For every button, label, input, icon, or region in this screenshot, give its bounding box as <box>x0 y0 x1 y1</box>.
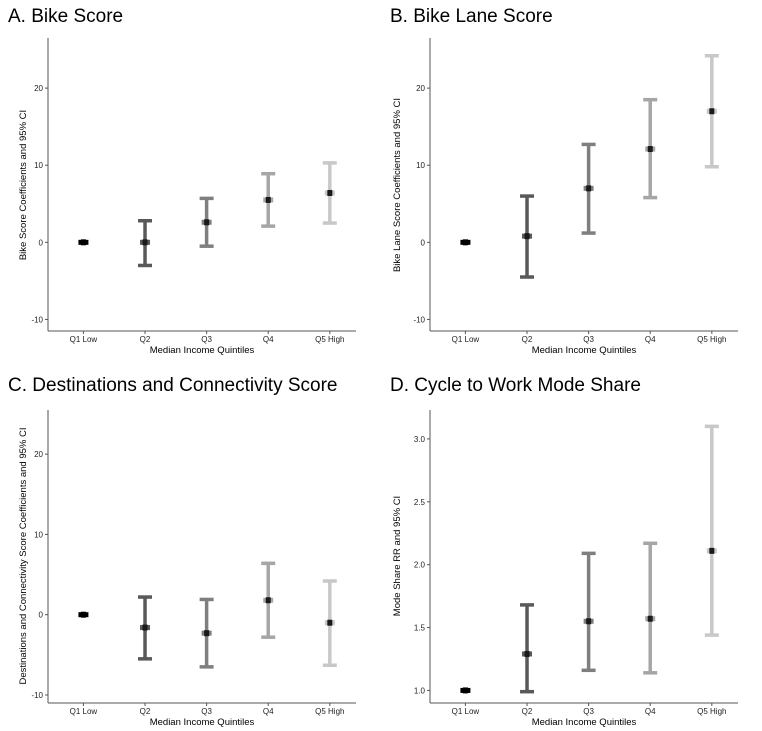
x-tick-label: Q2 <box>140 335 151 344</box>
point-estimate <box>647 615 653 622</box>
x-tick-label: Q4 <box>645 707 656 716</box>
y-tick-label: -10 <box>31 691 43 700</box>
point-estimate <box>265 597 271 604</box>
point-estimate <box>327 619 333 626</box>
y-tick-label: 10 <box>416 161 425 170</box>
x-tick-label: Q4 <box>263 335 274 344</box>
y-tick-label: 20 <box>34 450 43 459</box>
point-estimate <box>142 239 148 246</box>
point-estimate <box>586 185 592 192</box>
x-axis-label: Median Income Quintiles <box>150 717 255 728</box>
x-tick-label: Q3 <box>583 707 594 716</box>
x-tick-label: Q5 High <box>697 707 726 716</box>
point-estimate <box>709 108 715 115</box>
x-tick-label: Q5 High <box>315 707 344 716</box>
y-tick-label: 0 <box>421 238 426 247</box>
point-estimate <box>142 624 148 631</box>
chart-title: D. Cycle to Work Mode Share <box>390 375 641 396</box>
y-axis-label: Bike Lane Score Coefficients and 95% CI <box>392 98 403 272</box>
x-tick-label: Q3 <box>201 707 212 716</box>
y-tick-label: 1.5 <box>414 624 426 633</box>
x-tick-label: Q3 <box>583 335 594 344</box>
point-estimate <box>462 239 468 246</box>
chart-title: C. Destinations and Connectivity Score <box>8 375 338 396</box>
point-estimate <box>265 196 271 203</box>
y-axis-label: Destinations and Connectivity Score Coef… <box>18 428 29 685</box>
y-tick-label: 1.0 <box>414 686 426 695</box>
point-estimate <box>586 618 592 625</box>
x-tick-label: Q4 <box>645 335 656 344</box>
point-estimate <box>524 233 530 240</box>
point-estimate <box>462 687 468 694</box>
x-tick-label: Q1 Low <box>452 335 480 344</box>
x-tick-label: Q2 <box>522 335 533 344</box>
x-axis-label: Median Income Quintiles <box>150 345 255 356</box>
point-estimate <box>80 611 86 618</box>
x-axis-label: Median Income Quintiles <box>532 717 637 728</box>
point-estimate <box>647 146 653 153</box>
y-axis-label: Bike Score Coefficients and 95% CI <box>18 110 29 260</box>
x-tick-label: Q2 <box>140 707 151 716</box>
y-tick-label: 10 <box>34 530 43 539</box>
chart-title: B. Bike Lane Score <box>390 6 553 27</box>
y-tick-label: 2.5 <box>414 498 426 507</box>
point-estimate <box>327 189 333 196</box>
y-tick-label: 20 <box>34 84 43 93</box>
x-tick-label: Q4 <box>263 707 274 716</box>
y-tick-label: 0 <box>39 238 44 247</box>
point-estimate <box>80 239 86 246</box>
y-tick-label: 10 <box>34 161 43 170</box>
x-axis-label: Median Income Quintiles <box>532 345 637 356</box>
x-tick-label: Q3 <box>201 335 212 344</box>
x-tick-label: Q2 <box>522 707 533 716</box>
y-tick-label: -10 <box>413 315 425 324</box>
point-estimate <box>204 630 210 637</box>
x-tick-label: Q1 Low <box>452 707 480 716</box>
point-estimate <box>204 219 210 226</box>
point-estimate <box>709 547 715 554</box>
y-tick-label: 0 <box>39 611 44 620</box>
y-tick-label: 20 <box>416 84 425 93</box>
y-tick-label: 3.0 <box>414 435 426 444</box>
x-tick-label: Q1 Low <box>70 707 98 716</box>
point-estimate <box>524 650 530 657</box>
x-tick-label: Q5 High <box>315 335 344 344</box>
chart-title: A. Bike Score <box>8 6 124 27</box>
x-tick-label: Q5 High <box>697 335 726 344</box>
y-tick-label: 2.0 <box>414 561 426 570</box>
y-tick-label: -10 <box>31 315 43 324</box>
x-tick-label: Q1 Low <box>70 335 98 344</box>
y-axis-label: Mode Share RR and 95% CI <box>392 496 403 616</box>
